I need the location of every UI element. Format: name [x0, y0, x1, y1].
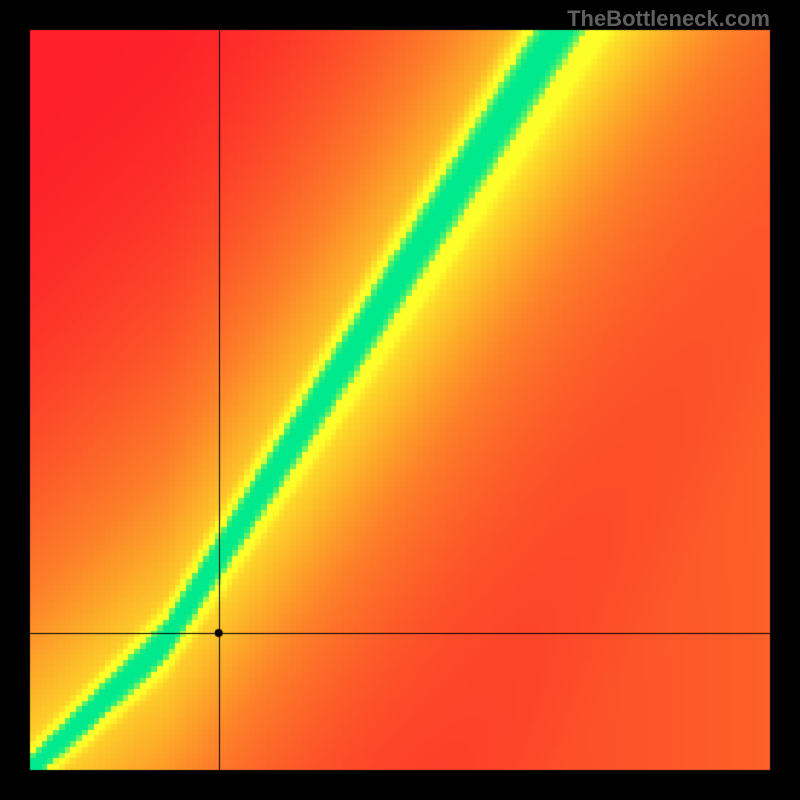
bottleneck-heatmap — [0, 0, 800, 800]
